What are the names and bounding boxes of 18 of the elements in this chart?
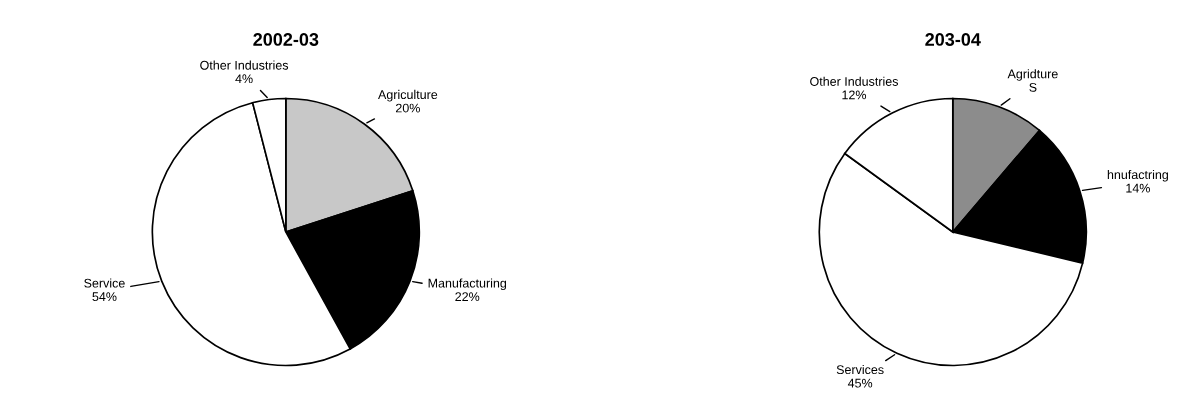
chart-title: 203-04	[925, 33, 981, 46]
data-label: 22%	[455, 292, 480, 301]
slice-label: Other Industries	[200, 60, 289, 70]
slice-label: hnufactring	[1107, 169, 1168, 182]
data-label: 12%	[842, 90, 867, 100]
slice-label: Agridture	[1007, 69, 1058, 81]
slice-label: Services	[836, 364, 884, 375]
data-label: 14%	[1126, 183, 1150, 193]
slice-label: Service	[84, 278, 125, 288]
slice-label: Agriculture	[378, 89, 438, 102]
data-label: S	[1029, 82, 1037, 92]
data-label: 4%	[235, 74, 253, 84]
slice-label: Manufacturing	[428, 278, 507, 291]
slice-label: Other Industries	[810, 76, 898, 86]
data-label: 54%	[92, 292, 117, 302]
data-label: 45%	[847, 378, 873, 388]
chart-title: 2002-03	[253, 33, 319, 46]
data-label: 20%	[395, 103, 420, 113]
